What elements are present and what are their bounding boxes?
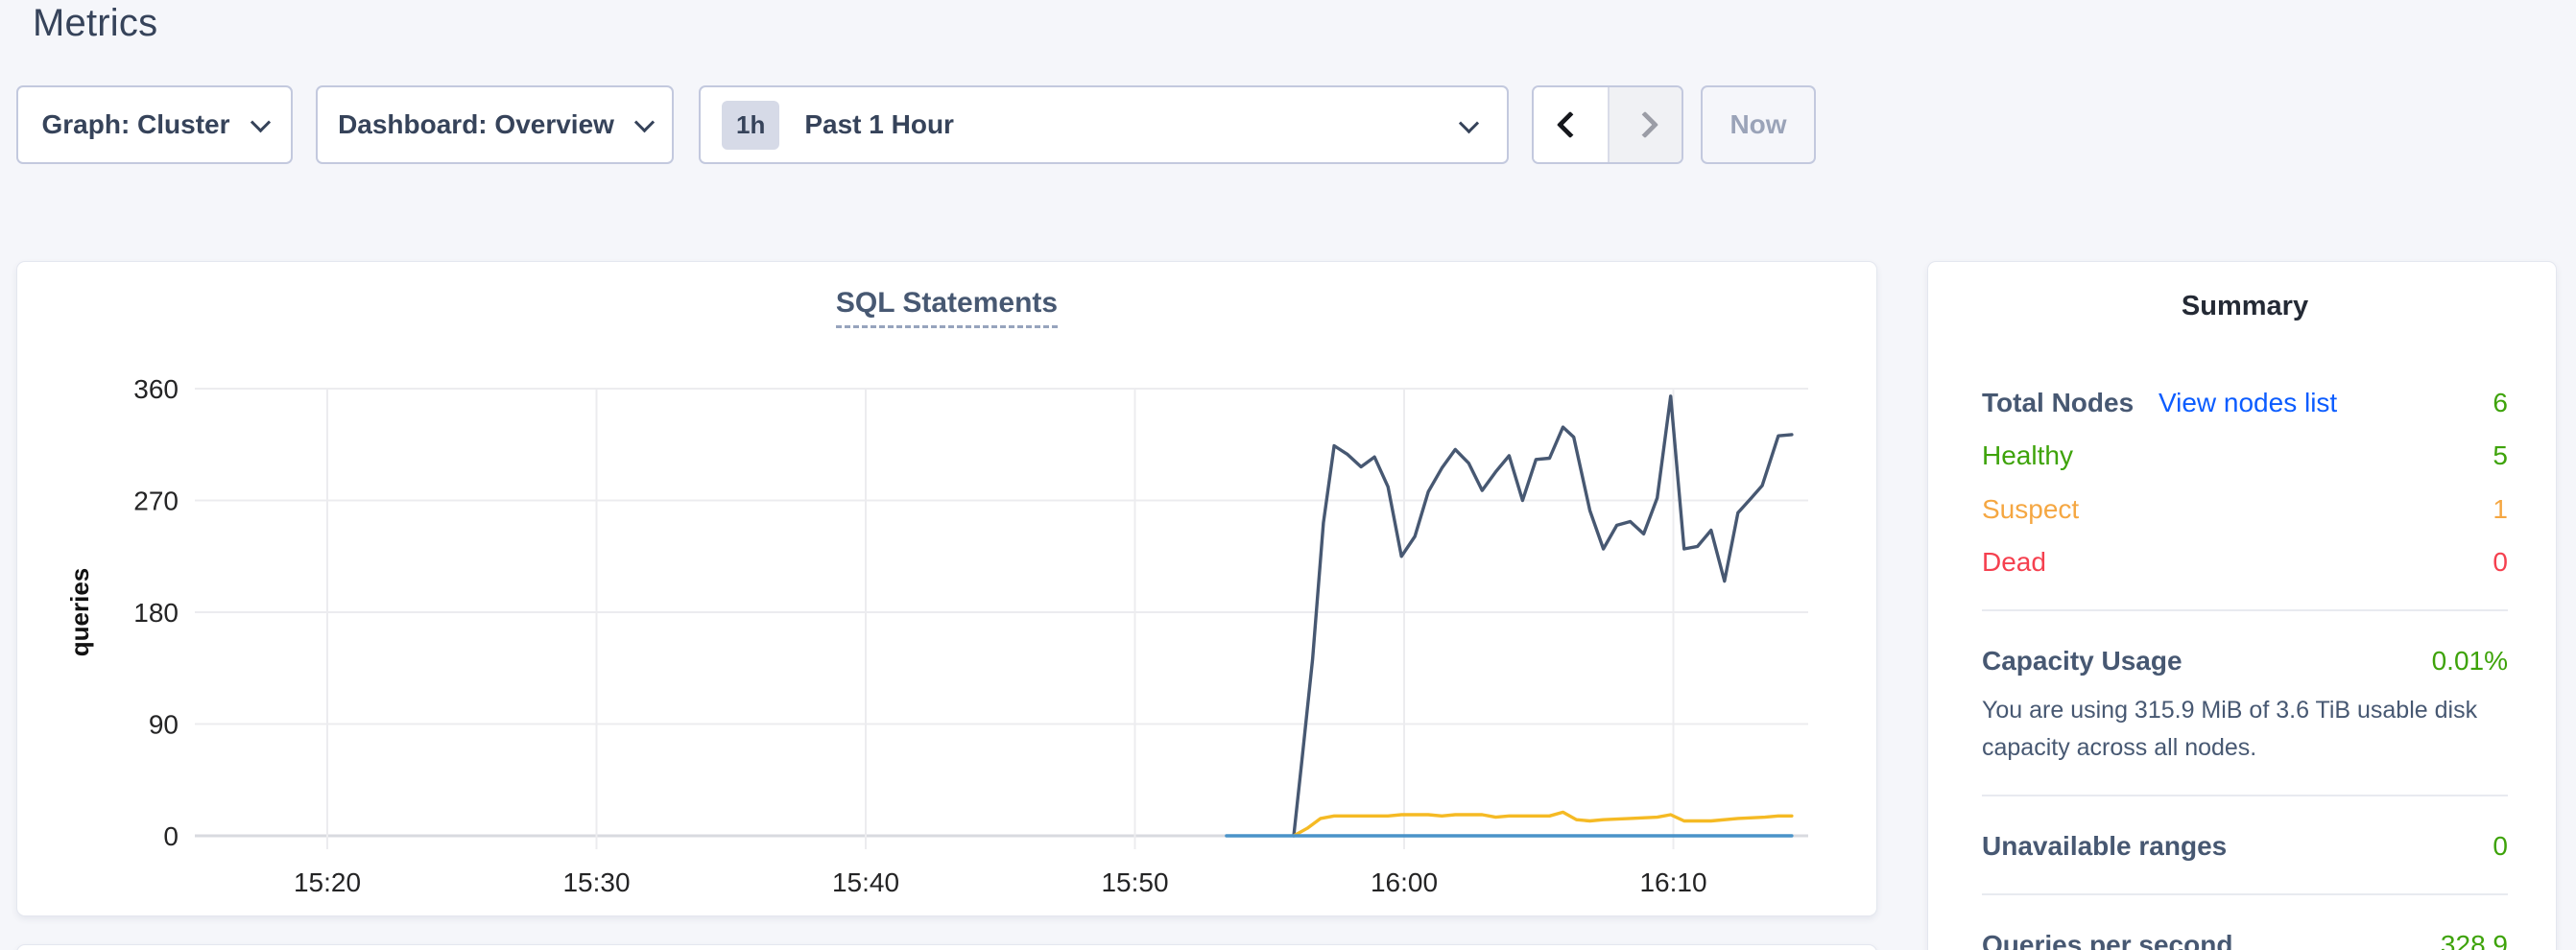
summary-stat-value: 0 [2493,831,2508,862]
previous-time-button[interactable] [1534,87,1608,162]
svg-text:15:50: 15:50 [1101,867,1168,897]
divider [1982,795,2508,797]
total-nodes-label-group: Total Nodes View nodes list [1982,386,2337,420]
dashboard-dropdown-label: Dashboard: Overview [338,109,614,139]
total-nodes-label: Total Nodes [1982,388,2135,417]
divider [1982,608,2508,611]
sql-statements-chart-panel: SQL Statements 0 90 180 270 360 15:20 15:30 15:… [16,261,1877,916]
svg-text:16:10: 16:10 [1639,867,1706,897]
summary-stat-description: You are using 315.9 MiB of 3.6 TiB usabl… [1982,696,2478,761]
svg-text:15:30: 15:30 [562,867,630,897]
node-status-row: Healthy 5 [1982,439,2508,473]
chevron-down-icon [633,111,656,132]
svg-text:16:00: 16:00 [1371,867,1438,897]
page-title: Metrics [33,2,158,44]
chevron-down-icon [250,111,271,132]
summary-stat-label: Queries per second [1982,929,2233,950]
svg-text:360: 360 [133,374,179,404]
summary-panel: Summary Total Nodes View nodes list 6 He… [1927,261,2557,950]
svg-text:15:20: 15:20 [294,867,361,897]
node-status-rows: Healthy 5 Suspect 1 Dead 0 [1982,439,2508,580]
chevron-right-icon [1632,110,1659,139]
node-status-label: Dead [1982,547,2046,578]
node-status-value: 5 [2493,440,2508,471]
summary-title: Summary [2181,291,2309,321]
next-time-button[interactable] [1607,87,1682,162]
summary-stat-row: Queries per second 328.9 [1982,928,2508,950]
node-status-value: 1 [2493,493,2508,524]
summary-stats: Capacity Usage 0.01% You are using 315.9 M… [1982,608,2508,950]
view-nodes-list-link[interactable]: View nodes list [2158,388,2338,417]
time-range-badge: 1h [722,100,780,150]
summary-stat-label: Capacity Usage [1982,645,2182,676]
total-nodes-value: 6 [2493,388,2508,417]
node-status-row: Suspect 1 [1982,492,2508,527]
svg-text:0: 0 [163,821,179,851]
time-step-buttons [1532,85,1683,164]
chevron-down-icon [1458,113,1480,134]
summary-stat-label: Unavailable ranges [1982,831,2228,862]
time-range-dropdown[interactable]: 1h Past 1 Hour [699,85,1509,164]
node-status-row: Dead 0 [1982,545,2508,580]
svg-text:270: 270 [133,487,179,516]
summary-stat-row: Unavailable ranges 0 [1982,829,2508,864]
svg-text:180: 180 [133,598,179,628]
svg-text:15:40: 15:40 [832,867,899,897]
svg-text:queries: queries [65,568,94,657]
summary-stat-value: 0.01% [2431,645,2508,676]
time-range-label: Past 1 Hour [804,109,954,139]
node-status-value: 0 [2493,547,2508,578]
chart-plot-area[interactable]: 0 90 180 270 360 15:20 15:30 15:40 15:50 16:00 16:… [17,354,1878,911]
now-button-label: Now [1729,109,1787,139]
chevron-left-icon [1557,110,1585,139]
summary-stat-row: Capacity Usage 0.01% [1982,644,2508,678]
chart-title[interactable]: SQL Statements [835,287,1059,328]
node-status-label: Healthy [1982,440,2073,471]
graph-dropdown[interactable]: Graph: Cluster [16,85,293,164]
summary-stat-value: 328.9 [2440,929,2508,950]
divider [1982,892,2508,895]
node-status-label: Suspect [1982,493,2080,524]
svg-text:90: 90 [149,710,179,740]
total-nodes-row: Total Nodes View nodes list 6 [1982,386,2508,420]
next-chart-panel [16,944,1877,950]
dashboard-dropdown[interactable]: Dashboard: Overview [316,85,674,164]
now-button[interactable]: Now [1701,85,1816,164]
graph-dropdown-label: Graph: Cluster [41,109,230,139]
